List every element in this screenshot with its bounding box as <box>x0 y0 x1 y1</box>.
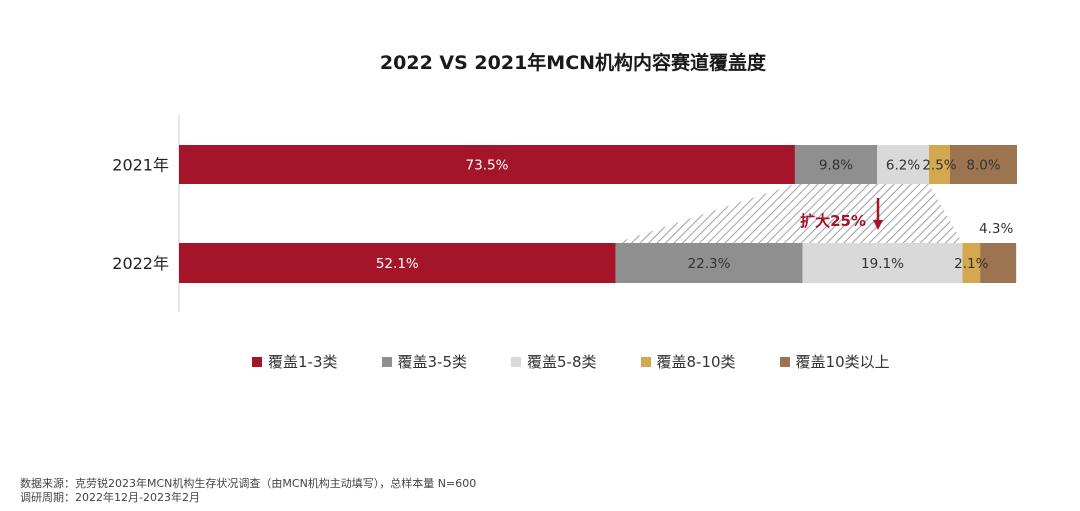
category-label: 2021年 <box>112 156 169 175</box>
legend: 覆盖1-3类 覆盖3-5类 覆盖5-8类 覆盖8-10类 覆盖10类以上 <box>252 351 890 372</box>
data-label: 22.3% <box>688 256 731 272</box>
legend-item: 覆盖3-5类 <box>381 351 468 372</box>
expansion-band <box>615 184 963 243</box>
legend-item: 覆盖8-10类 <box>640 351 736 372</box>
bar-segment <box>949 145 1017 184</box>
bar-segment <box>794 145 878 184</box>
legend-label: 覆盖5-8类 <box>527 353 597 371</box>
legend-swatch <box>640 356 651 367</box>
bar-segment <box>615 243 803 283</box>
footer-period: 调研周期：2022年12月-2023年2月 <box>20 491 200 504</box>
bar-segment <box>877 145 930 184</box>
legend-swatch <box>252 356 262 367</box>
data-label: 6.2% <box>886 158 920 174</box>
legend-item: 覆盖1-3类 <box>252 351 338 372</box>
data-label: 8.0% <box>966 158 1000 174</box>
annotation-text: 扩大25% <box>800 212 866 230</box>
data-label: 19.1% <box>861 256 904 272</box>
data-label: 2.1% <box>954 256 988 272</box>
bar-segment <box>179 145 795 184</box>
bar-segment <box>962 243 981 283</box>
stacked-bar-chart: 2021年 2022年 73.5% 52.1% 9.8% 22.3% 6.2% 19.1% 2.… <box>112 115 1017 312</box>
chart-title: 2022 VS 2021年MCN机构内容赛道覆盖度 <box>379 52 767 74</box>
legend-label: 覆盖3-5类 <box>397 353 468 371</box>
bar-segment <box>929 145 950 184</box>
arrow-head-icon <box>873 220 883 230</box>
footer-source: 数据来源：克劳锐2023年MCN机构生存状况调查（由MCN机构主动填写），总样本… <box>20 477 477 490</box>
legend-label: 覆盖8-10类 <box>656 353 736 371</box>
legend-label: 覆盖10类以上 <box>795 353 890 371</box>
data-label: 2.5% <box>922 158 956 174</box>
legend-item: 覆盖10类以上 <box>779 351 890 372</box>
bar-segment <box>802 243 963 283</box>
data-label: 73.5% <box>466 158 509 174</box>
data-label: 9.8% <box>819 158 853 174</box>
legend-swatch <box>381 356 392 367</box>
legend-swatch <box>779 356 790 367</box>
bar-segment <box>179 243 616 283</box>
legend-swatch <box>511 356 521 367</box>
category-label: 2022年 <box>112 254 169 273</box>
data-label: 52.1% <box>376 256 419 272</box>
data-label: 4.3% <box>979 221 1013 237</box>
legend-label: 覆盖1-3类 <box>268 353 338 371</box>
bar-segment <box>980 243 1017 283</box>
legend-item: 覆盖5-8类 <box>511 351 597 372</box>
